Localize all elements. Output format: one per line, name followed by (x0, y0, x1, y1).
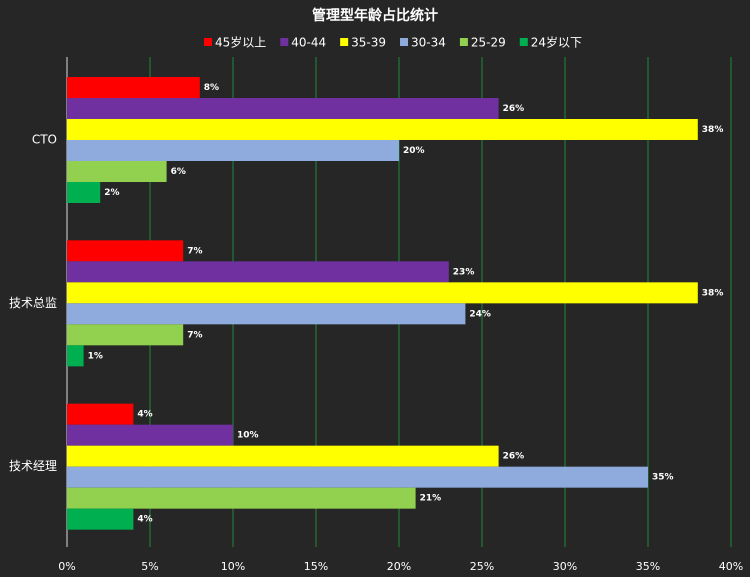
legend-label: 45岁以上 (215, 35, 266, 50)
value-label: 4% (137, 515, 152, 525)
bar (67, 324, 184, 346)
x-tick-label: 10% (221, 560, 245, 573)
bar (67, 345, 84, 367)
x-tick-label: 15% (304, 560, 328, 573)
bar (67, 508, 134, 530)
bar (67, 403, 134, 425)
x-tick-label: 0% (58, 560, 75, 573)
value-label: 10% (237, 431, 259, 441)
bar (67, 424, 233, 446)
bar (67, 445, 499, 467)
bar (67, 303, 466, 325)
bar (67, 182, 101, 203)
bar (67, 98, 499, 119)
legend-swatch (340, 38, 349, 46)
legend-swatch (280, 38, 289, 46)
legend-label: 25-29 (471, 36, 506, 50)
y-tick-label: 技术经理 (9, 459, 57, 473)
chart-title: 管理型年龄占比统计 (312, 7, 438, 24)
x-tick-label: 40% (719, 560, 743, 573)
y-tick-label: 技术总监 (9, 296, 57, 310)
bar (67, 466, 648, 488)
legend-swatch (204, 38, 212, 46)
value-label: 4% (137, 410, 152, 420)
y-tick-label: CTO (32, 133, 57, 147)
value-label: 38% (702, 125, 724, 135)
legend-swatch (519, 38, 528, 46)
bar (67, 282, 698, 304)
value-label: 35% (652, 473, 674, 483)
x-tick-label: 25% (470, 560, 494, 573)
bar (67, 161, 167, 182)
value-label: 1% (88, 351, 103, 361)
value-label: 2% (104, 188, 119, 198)
legend-swatch (459, 38, 468, 46)
legend-label: 35-39 (351, 36, 386, 50)
value-label: 21% (420, 494, 442, 504)
bar (67, 487, 416, 509)
value-label: 24% (469, 309, 491, 319)
legend-swatch (400, 38, 409, 46)
x-tick-label: 5% (141, 560, 158, 573)
value-label: 7% (187, 246, 202, 256)
value-label: 8% (204, 83, 219, 93)
bar (67, 119, 698, 140)
value-label: 38% (702, 288, 724, 298)
bar (67, 240, 184, 262)
value-label: 26% (503, 452, 525, 462)
bar (67, 140, 399, 161)
value-label: 26% (503, 104, 525, 114)
x-tick-label: 35% (636, 560, 660, 573)
value-label: 20% (403, 146, 425, 156)
value-label: 7% (187, 330, 202, 340)
x-tick-label: 20% (387, 560, 411, 573)
value-label: 6% (171, 167, 186, 177)
bar (67, 261, 449, 283)
legend-label: 24岁以下 (531, 35, 582, 50)
value-label: 23% (453, 267, 475, 277)
legend-label: 30-34 (411, 36, 446, 50)
bar (67, 77, 200, 98)
legend-label: 40-44 (291, 36, 326, 50)
x-tick-label: 30% (553, 560, 577, 573)
